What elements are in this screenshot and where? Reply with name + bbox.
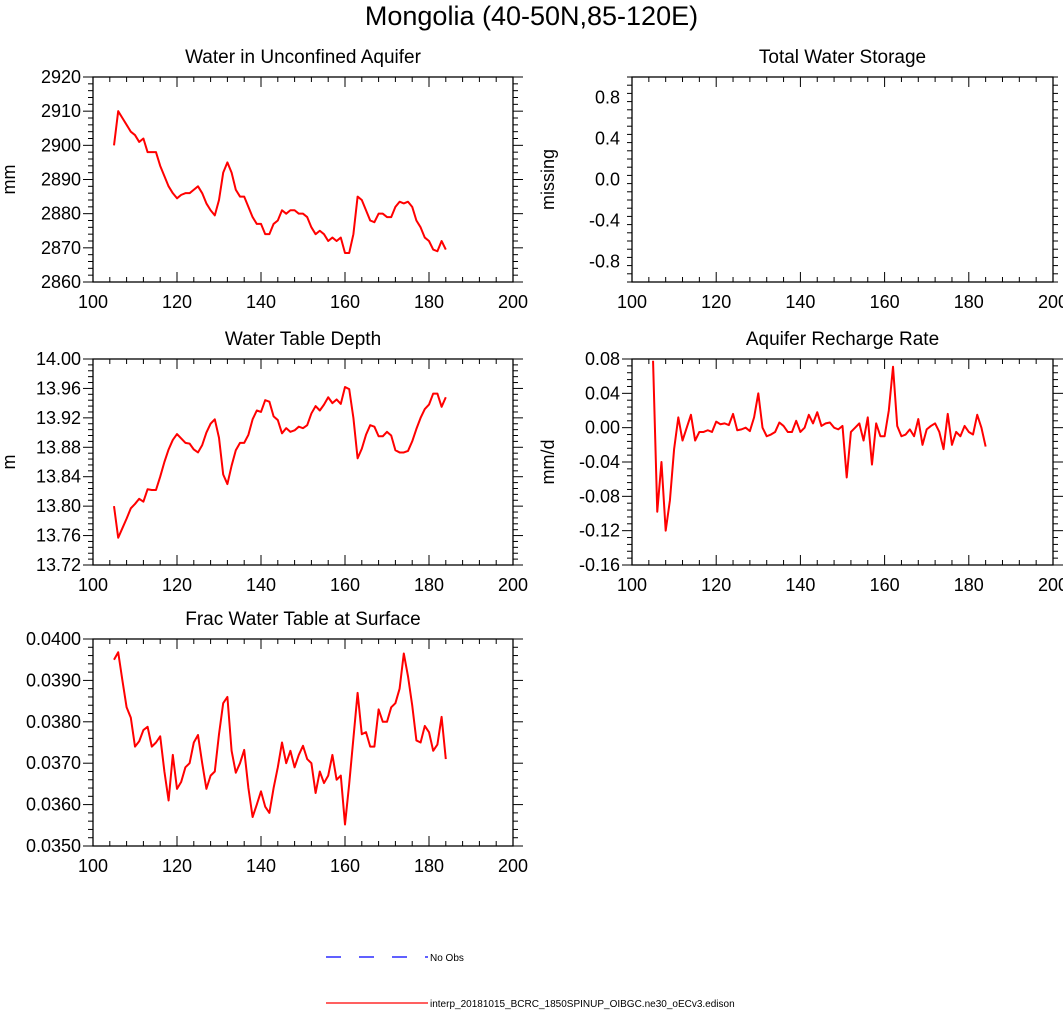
x-tick-label: 140: [246, 575, 276, 595]
panel-title: Water Table Depth: [225, 329, 381, 350]
x-tick-label: 200: [1038, 575, 1063, 595]
y-tick-label: 0.0400: [26, 629, 81, 649]
x-tick-label: 100: [617, 575, 647, 595]
x-tick-label: 100: [78, 292, 108, 312]
panel-title: Aquifer Recharge Rate: [746, 329, 939, 350]
chart-panel-5: Frac Water Table at Surface 100 120 140 160 1…: [26, 609, 528, 876]
y-tick-label: -0.04: [579, 452, 620, 472]
x-tick-label: 160: [330, 856, 360, 876]
y-tick-label: 13.92: [36, 408, 81, 428]
chart-panel-3: Water Table Depth m 100 120 140 160 180 200 13.7…: [0, 329, 528, 595]
series-line: [113, 385, 447, 539]
x-tick-label: 160: [330, 292, 360, 312]
y-tick-label: 13.84: [36, 467, 81, 487]
x-tick-label: 180: [414, 856, 444, 876]
plot-frame: [631, 358, 1054, 566]
series-line: [652, 360, 987, 532]
chart-panel-2: Total Water Storage missing 100 120 140 160 18…: [538, 47, 1063, 312]
plot-frame: [92, 358, 514, 566]
x-tick-label: 200: [498, 856, 528, 876]
y-tick-label: 0.0360: [26, 795, 81, 815]
x-tick-label: 120: [701, 575, 731, 595]
y-tick-label: 2890: [41, 170, 81, 190]
x-tick-label: 200: [498, 575, 528, 595]
y-tick-label: 2880: [41, 204, 81, 224]
plot-frame: [92, 638, 514, 847]
y-tick-label: 14.00: [36, 349, 81, 369]
y-tick-label: 0.0350: [26, 836, 81, 856]
x-tick-label: 120: [162, 575, 192, 595]
series-line: [113, 651, 447, 826]
x-tick-label: 180: [414, 575, 444, 595]
y-axis-label: mm/d: [538, 440, 558, 485]
y-tick-label: -0.16: [579, 555, 620, 575]
plot-frame: [92, 76, 514, 283]
panel-title: Water in Unconfined Aquifer: [185, 47, 422, 68]
x-tick-label: 160: [870, 292, 900, 312]
x-tick-label: 200: [498, 292, 528, 312]
legend: No Obs interp_20181015_BCRC_1850SPINUP_OI…: [326, 953, 735, 1010]
x-tick-label: 100: [78, 856, 108, 876]
chart-panel-1: Water in Unconfined Aquifer mm 100 120 140 16…: [0, 47, 528, 312]
y-tick-label: 2900: [41, 135, 81, 155]
y-axis-label: missing: [538, 149, 558, 210]
x-tick-label: 120: [701, 292, 731, 312]
y-tick-label: 2910: [41, 101, 81, 121]
series-line: [113, 110, 447, 254]
x-tick-label: 140: [246, 292, 276, 312]
y-tick-label: 0.4: [595, 129, 620, 149]
y-tick-label: 13.80: [36, 496, 81, 516]
y-tick-label: -0.08: [579, 486, 620, 506]
legend-label: No Obs: [430, 953, 464, 964]
y-tick-label: 0.04: [585, 383, 620, 403]
y-tick-label: 0.0370: [26, 753, 81, 773]
y-tick-label: 13.76: [36, 526, 81, 546]
x-tick-label: 180: [414, 292, 444, 312]
y-tick-label: 2920: [41, 67, 81, 87]
y-axis-label: mm: [0, 165, 19, 195]
x-tick-label: 140: [785, 292, 815, 312]
x-tick-label: 180: [954, 575, 984, 595]
y-tick-label: 13.72: [36, 555, 81, 575]
y-tick-label: 13.96: [36, 378, 81, 398]
y-tick-label: -0.4: [589, 211, 620, 231]
y-tick-label: -0.12: [579, 521, 620, 541]
y-tick-label: -0.8: [589, 252, 620, 272]
x-tick-label: 160: [330, 575, 360, 595]
plot-frame: [631, 76, 1054, 283]
x-tick-label: 180: [954, 292, 984, 312]
x-tick-label: 120: [162, 292, 192, 312]
y-tick-label: 0.08: [585, 349, 620, 369]
x-tick-label: 200: [1038, 292, 1063, 312]
y-tick-label: 2860: [41, 272, 81, 292]
panel-title: Total Water Storage: [759, 47, 926, 68]
x-tick-label: 100: [617, 292, 647, 312]
x-tick-label: 100: [78, 575, 108, 595]
y-tick-label: 0.0380: [26, 712, 81, 732]
y-axis-label: m: [0, 455, 19, 470]
panels: Water in Unconfined Aquifer mm 100 120 140 16…: [0, 47, 1063, 876]
x-tick-label: 160: [870, 575, 900, 595]
y-tick-label: 13.88: [36, 437, 81, 457]
chart-panel-4: Aquifer Recharge Rate mm/d 100 120 140 160 180…: [538, 329, 1063, 595]
y-tick-label: 0.0: [595, 170, 620, 190]
y-tick-label: 0.8: [595, 88, 620, 108]
y-tick-label: 2870: [41, 238, 81, 258]
y-tick-label: 0.00: [585, 418, 620, 438]
x-tick-label: 140: [785, 575, 815, 595]
panel-title: Frac Water Table at Surface: [185, 609, 421, 630]
page-title: Mongolia (40-50N,85-120E): [364, 1, 699, 31]
x-tick-label: 140: [246, 856, 276, 876]
y-tick-label: 0.0390: [26, 670, 81, 690]
legend-label: interp_20181015_BCRC_1850SPINUP_OIBGC.ne…: [430, 999, 735, 1010]
x-tick-label: 120: [162, 856, 192, 876]
